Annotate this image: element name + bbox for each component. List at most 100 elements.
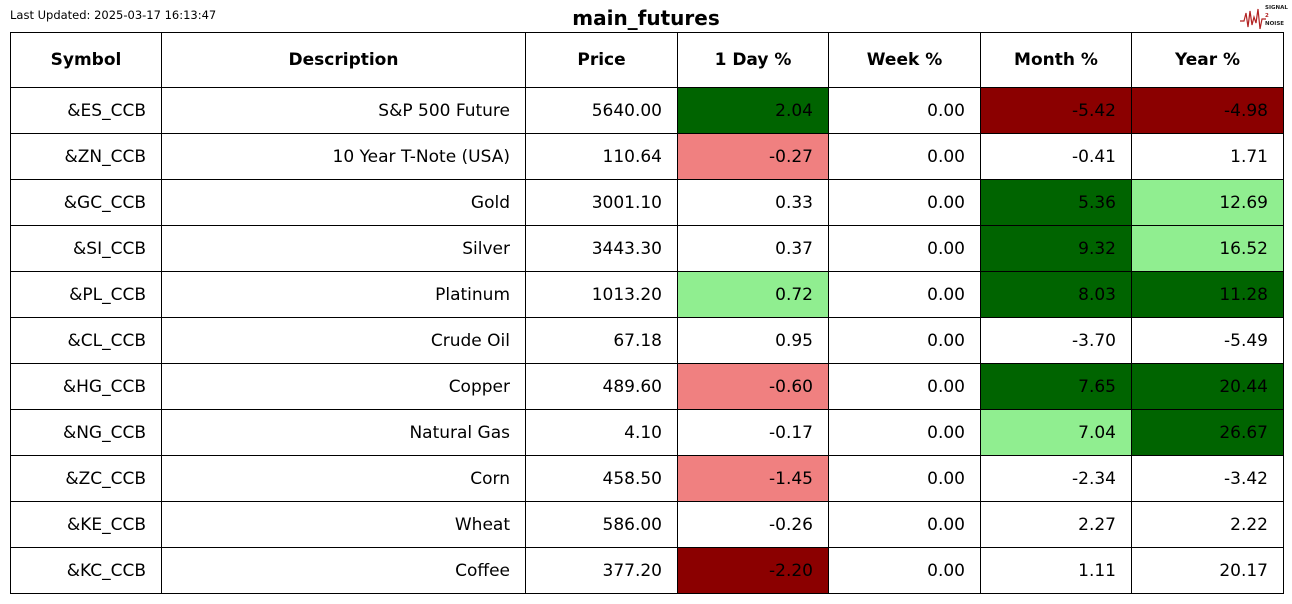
table-cell: -5.42 <box>980 87 1132 134</box>
table-cell: -0.17 <box>677 409 829 456</box>
column-header: Year % <box>1131 32 1284 88</box>
table-cell: 8.03 <box>980 271 1132 318</box>
table-cell: 1.71 <box>1131 133 1284 180</box>
header-row: Symbol Description Price 1 Day % Week % Month… <box>10 32 1284 88</box>
table-cell: 0.00 <box>828 409 981 456</box>
table-cell: &NG_CCB <box>10 409 162 456</box>
table-cell: -0.60 <box>677 363 829 410</box>
table-cell: 0.00 <box>828 455 981 502</box>
table-cell: 2.22 <box>1131 501 1284 548</box>
table-cell: 489.60 <box>525 363 678 410</box>
table-row: &PL_CCB Platinum 1013.20 0.72 0.00 8.03 11.28 <box>10 271 1284 318</box>
table-cell: 0.72 <box>677 271 829 318</box>
table-cell: 9.32 <box>980 225 1132 272</box>
table-row: &HG_CCB Copper 489.60 -0.60 0.00 7.65 20.44 <box>10 363 1284 410</box>
table-cell: 458.50 <box>525 455 678 502</box>
table-cell: 4.10 <box>525 409 678 456</box>
table-cell: 0.37 <box>677 225 829 272</box>
table-cell: 67.18 <box>525 317 678 364</box>
table-cell: 7.65 <box>980 363 1132 410</box>
logo-text: 2 <box>1265 13 1269 19</box>
table-cell: 12.69 <box>1131 179 1284 226</box>
table-cell: 5640.00 <box>525 87 678 134</box>
table-cell: Silver <box>161 225 526 272</box>
column-header: Month % <box>980 32 1132 88</box>
table-cell: 110.64 <box>525 133 678 180</box>
last-updated: Last Updated: 2025-03-17 16:13:47 <box>10 8 217 22</box>
table-row: &KE_CCB Wheat 586.00 -0.26 0.00 2.27 2.22 <box>10 501 1284 548</box>
table-cell: -1.45 <box>677 455 829 502</box>
table-cell: 16.52 <box>1131 225 1284 272</box>
table-cell: -5.49 <box>1131 317 1284 364</box>
table-cell: 377.20 <box>525 547 678 594</box>
table-row: &SI_CCB Silver 3443.30 0.37 0.00 9.32 16.52 <box>10 225 1284 272</box>
table-cell: -0.27 <box>677 133 829 180</box>
table-cell: 0.00 <box>828 133 981 180</box>
column-header: Symbol <box>10 32 162 88</box>
column-header: Price <box>525 32 678 88</box>
table-cell: Natural Gas <box>161 409 526 456</box>
table-cell: &ZC_CCB <box>10 455 162 502</box>
column-header: Description <box>161 32 526 88</box>
table-cell: 1.11 <box>980 547 1132 594</box>
table-cell: 0.00 <box>828 363 981 410</box>
table-cell: 0.00 <box>828 271 981 318</box>
table-cell: 5.36 <box>980 179 1132 226</box>
table-cell: &PL_CCB <box>10 271 162 318</box>
table-row: &CL_CCB Crude Oil 67.18 0.95 0.00 -3.70 -5.49 <box>10 317 1284 364</box>
table-cell: 20.17 <box>1131 547 1284 594</box>
logo: SIGNAL 2 NOISE <box>1238 3 1288 33</box>
table-row: &GC_CCB Gold 3001.10 0.33 0.00 5.36 12.69 <box>10 179 1284 226</box>
table-cell: 2.27 <box>980 501 1132 548</box>
table-cell: 0.00 <box>828 501 981 548</box>
table-cell: -2.34 <box>980 455 1132 502</box>
table-cell: &ZN_CCB <box>10 133 162 180</box>
table-cell: S&P 500 Future <box>161 87 526 134</box>
table-cell: -4.98 <box>1131 87 1284 134</box>
logo-text: NOISE <box>1265 21 1285 27</box>
table-cell: -0.26 <box>677 501 829 548</box>
table-cell: &SI_CCB <box>10 225 162 272</box>
table-cell: 1013.20 <box>525 271 678 318</box>
table-cell: 20.44 <box>1131 363 1284 410</box>
table-cell: -3.42 <box>1131 455 1284 502</box>
table-title: main_futures <box>572 6 720 30</box>
column-header: Week % <box>828 32 981 88</box>
table-cell: 26.67 <box>1131 409 1284 456</box>
table-cell: 0.00 <box>828 547 981 594</box>
table-row: &KC_CCB Coffee 377.20 -2.20 0.00 1.11 20.17 <box>10 547 1284 594</box>
table-cell: &KE_CCB <box>10 501 162 548</box>
table-cell: &KC_CCB <box>10 547 162 594</box>
table-row: &NG_CCB Natural Gas 4.10 -0.17 0.00 7.04 26.67 <box>10 409 1284 456</box>
table-cell: 0.00 <box>828 179 981 226</box>
table-row: &ZC_CCB Corn 458.50 -1.45 0.00 -2.34 -3.42 <box>10 455 1284 502</box>
table-row: &ZN_CCB 10 Year T-Note (USA) 110.64 -0.27 0.… <box>10 133 1284 180</box>
table-cell: 11.28 <box>1131 271 1284 318</box>
futures-table: Symbol Description Price 1 Day % Week % Month… <box>10 32 1284 594</box>
table-cell: -3.70 <box>980 317 1132 364</box>
table-cell: &CL_CCB <box>10 317 162 364</box>
table-cell: 0.33 <box>677 179 829 226</box>
table-cell: -2.20 <box>677 547 829 594</box>
table-cell: Coffee <box>161 547 526 594</box>
table-cell: 0.00 <box>828 317 981 364</box>
table-cell: 7.04 <box>980 409 1132 456</box>
table-cell: Copper <box>161 363 526 410</box>
table-cell: 10 Year T-Note (USA) <box>161 133 526 180</box>
table-cell: Crude Oil <box>161 317 526 364</box>
table-cell: 3001.10 <box>525 179 678 226</box>
table-cell: &GC_CCB <box>10 179 162 226</box>
table-cell: &HG_CCB <box>10 363 162 410</box>
table-cell: 586.00 <box>525 501 678 548</box>
table-cell: Platinum <box>161 271 526 318</box>
column-header: 1 Day % <box>677 32 829 88</box>
table-cell: Corn <box>161 455 526 502</box>
table-cell: 0.00 <box>828 225 981 272</box>
logo-wave <box>1240 8 1266 30</box>
table-cell: 0.00 <box>828 87 981 134</box>
table-cell: 2.04 <box>677 87 829 134</box>
table-cell: &ES_CCB <box>10 87 162 134</box>
table-cell: Gold <box>161 179 526 226</box>
